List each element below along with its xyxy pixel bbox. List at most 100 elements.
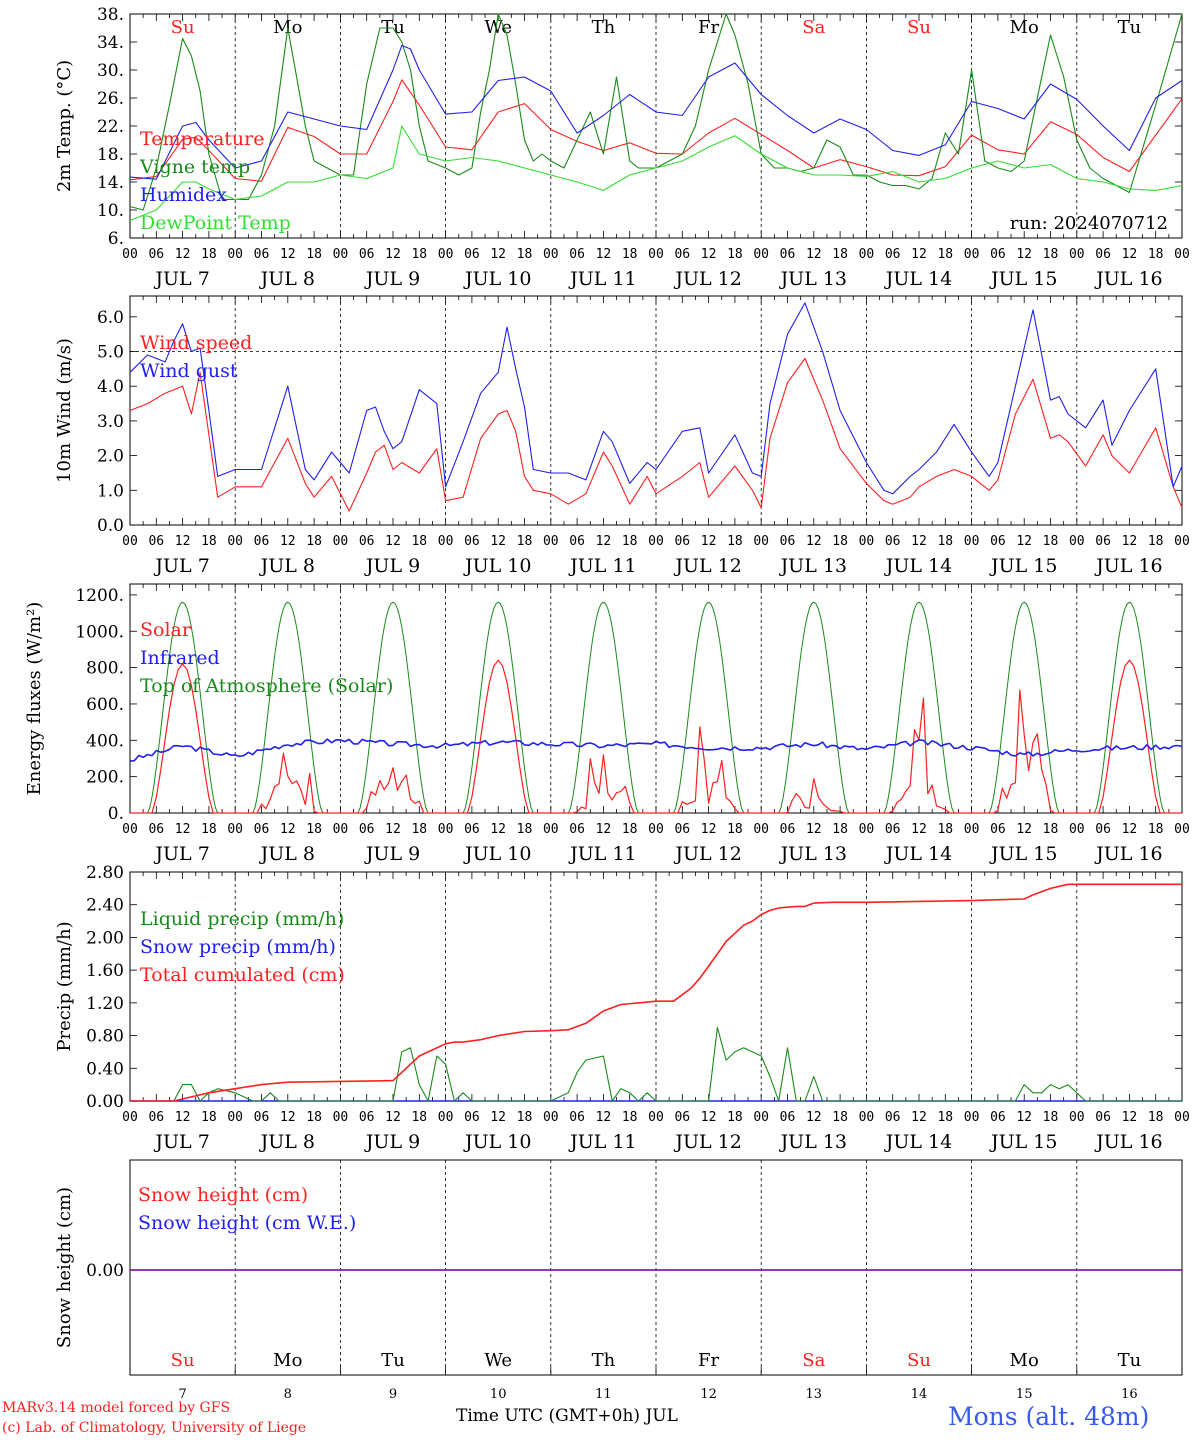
y-axis-label: 2m Temp. (°C) xyxy=(54,60,75,192)
x-tick-label: 00 xyxy=(333,1110,349,1125)
x-tick-label: 06 xyxy=(990,822,1006,837)
x-tick-label: 00 xyxy=(1069,1110,1085,1125)
y-tick-label: 1.20 xyxy=(86,994,124,1014)
x-tick-label: 12 xyxy=(701,247,717,262)
x-tick-label: 06 xyxy=(674,1110,690,1125)
date-label: JUL 8 xyxy=(259,555,315,577)
date-label: JUL 7 xyxy=(153,1131,209,1153)
xaxis-title: Time UTC (GMT+0h) JUL xyxy=(456,1406,678,1426)
day-number: 7 xyxy=(178,1387,186,1402)
date-label: JUL 12 xyxy=(673,555,741,577)
x-tick-label: 12 xyxy=(911,534,927,549)
date-label: JUL 14 xyxy=(884,268,952,290)
date-label: JUL 13 xyxy=(779,843,847,865)
day-name: Su xyxy=(171,1350,195,1371)
x-tick-label: 00 xyxy=(122,534,138,549)
x-tick-label: 00 xyxy=(543,1110,559,1125)
x-tick-label: 06 xyxy=(990,247,1006,262)
x-tick-label: 06 xyxy=(674,247,690,262)
day-name: Sa xyxy=(802,1350,825,1371)
day-name: Tu xyxy=(1118,17,1142,38)
x-tick-label: 18 xyxy=(1043,822,1059,837)
y-axis-label: Snow height (cm) xyxy=(54,1187,75,1348)
date-label: JUL 13 xyxy=(779,268,847,290)
x-tick-label: 00 xyxy=(438,1110,454,1125)
footer-copyright: (c) Lab. of Climatology, University of L… xyxy=(2,1420,307,1436)
x-tick-label: 18 xyxy=(727,534,743,549)
series-wind-speed xyxy=(129,357,1183,512)
x-tick-label: 18 xyxy=(411,822,427,837)
day-name: Mo xyxy=(1010,17,1039,38)
x-tick-label: 00 xyxy=(964,822,980,837)
date-label: JUL 10 xyxy=(463,843,531,865)
series-total-cumulated-cm- xyxy=(130,883,1182,1102)
x-tick-label: 12 xyxy=(1016,534,1032,549)
x-tick-label: 18 xyxy=(1043,247,1059,262)
x-tick-label: 12 xyxy=(806,534,822,549)
x-tick-label: 06 xyxy=(569,822,585,837)
date-label: JUL 8 xyxy=(259,843,315,865)
date-label: JUL 8 xyxy=(259,268,315,290)
x-tick-label: 18 xyxy=(622,822,638,837)
y-tick-label: 1200. xyxy=(75,586,124,606)
x-tick-label: 12 xyxy=(1122,534,1138,549)
x-tick-label: 18 xyxy=(201,1110,217,1125)
y-tick-label: 6. xyxy=(108,229,124,249)
x-tick-label: 12 xyxy=(175,534,191,549)
y-tick-label: 0.80 xyxy=(86,1027,124,1047)
y-tick-label: 0.00 xyxy=(86,1261,124,1281)
x-tick-label: 18 xyxy=(727,822,743,837)
x-tick-label: 18 xyxy=(306,822,322,837)
x-tick-label: 18 xyxy=(411,534,427,549)
x-tick-label: 12 xyxy=(701,534,717,549)
x-tick-label: 00 xyxy=(964,534,980,549)
date-label: JUL 16 xyxy=(1094,555,1162,577)
date-label: JUL 12 xyxy=(673,843,741,865)
x-tick-label: 18 xyxy=(937,1110,953,1125)
x-tick-label: 00 xyxy=(859,1110,875,1125)
x-tick-label: 18 xyxy=(306,534,322,549)
x-tick-label: 00 xyxy=(543,822,559,837)
x-tick-label: 06 xyxy=(569,534,585,549)
x-tick-label: 06 xyxy=(569,1110,585,1125)
day-name: We xyxy=(484,17,512,38)
date-label: JUL 11 xyxy=(568,843,636,865)
x-tick-label: 18 xyxy=(622,1110,638,1125)
date-label: JUL 16 xyxy=(1094,843,1162,865)
x-tick-label: 00 xyxy=(1069,247,1085,262)
date-label: JUL 12 xyxy=(673,268,741,290)
legend-vigne-temp: Vigne temp xyxy=(139,156,250,178)
legend-dewpoint-temp: DewPoint Temp xyxy=(140,212,291,234)
y-tick-label: 30. xyxy=(97,61,124,81)
day-name: Sa xyxy=(802,17,825,38)
legend-liquid-precip-mm-h-: Liquid precip (mm/h) xyxy=(140,908,344,930)
y-tick-label: 3.0 xyxy=(97,412,124,432)
x-tick-label: 06 xyxy=(148,247,164,262)
day-number: 10 xyxy=(490,1387,507,1402)
x-tick-label: 00 xyxy=(333,822,349,837)
y-tick-label: 1000. xyxy=(75,622,124,642)
x-tick-label: 06 xyxy=(885,247,901,262)
x-tick-label: 12 xyxy=(490,534,506,549)
x-tick-label: 12 xyxy=(280,534,296,549)
x-tick-label: 00 xyxy=(227,534,243,549)
y-tick-label: 5.0 xyxy=(97,343,124,363)
x-tick-label: 12 xyxy=(1122,247,1138,262)
x-tick-label: 18 xyxy=(517,822,533,837)
legend-humidex: Humidex xyxy=(140,184,227,206)
day-name: We xyxy=(484,1350,512,1371)
day-name: Th xyxy=(592,17,616,38)
date-label: JUL 9 xyxy=(364,1131,420,1153)
series-vigne-temp xyxy=(129,13,1183,211)
x-tick-label: 18 xyxy=(1148,1110,1164,1125)
x-tick-label: 00 xyxy=(227,1110,243,1125)
x-tick-label: 00 xyxy=(333,247,349,262)
legend-wind-speed: Wind speed xyxy=(140,332,252,354)
x-tick-label: 12 xyxy=(911,822,927,837)
y-tick-label: 0.0 xyxy=(97,516,124,536)
x-tick-label: 12 xyxy=(385,534,401,549)
date-label: JUL 9 xyxy=(364,268,420,290)
x-tick-label: 18 xyxy=(937,822,953,837)
date-label: JUL 16 xyxy=(1094,268,1162,290)
